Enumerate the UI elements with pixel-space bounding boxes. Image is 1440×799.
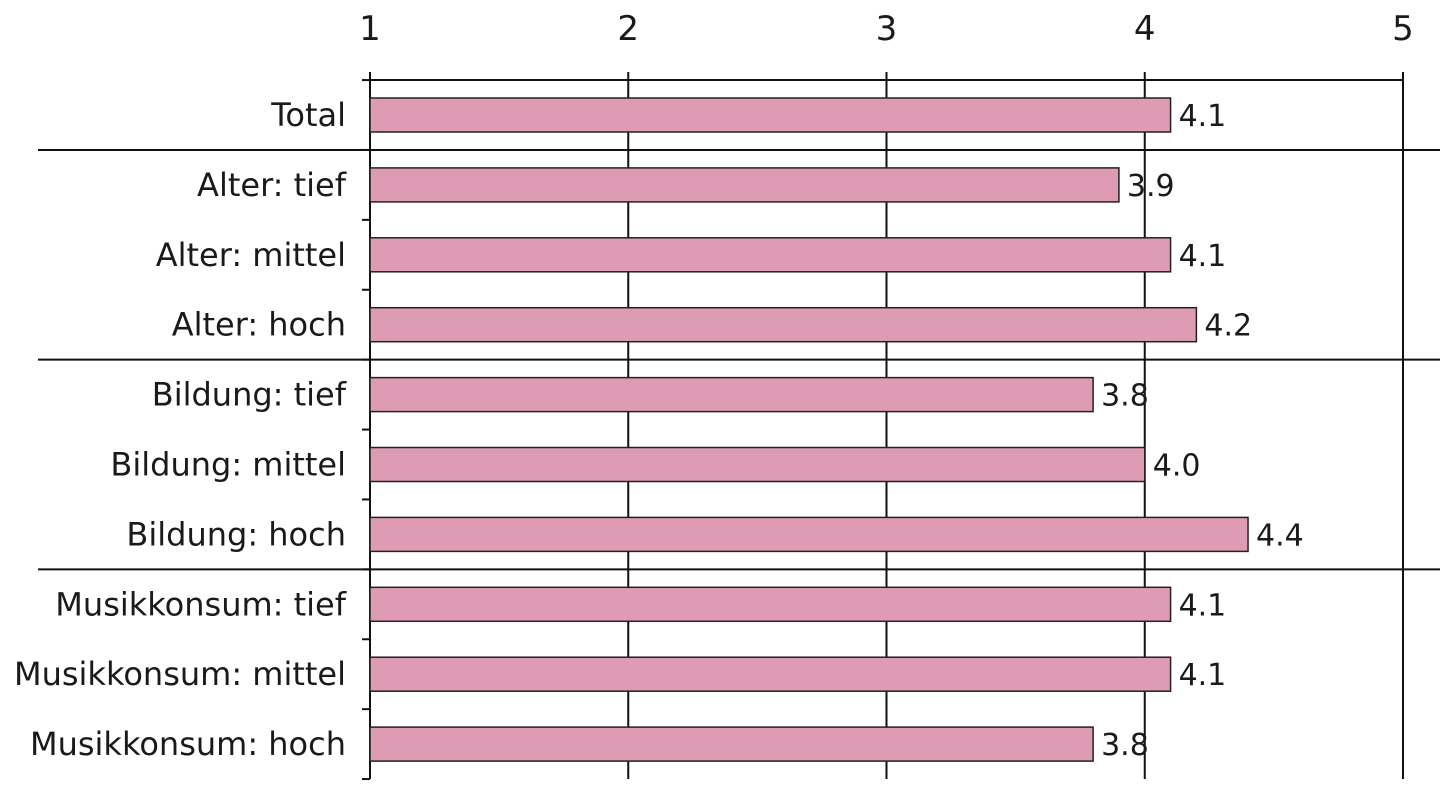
value-label: 4.0: [1153, 449, 1201, 484]
bar: [369, 726, 1094, 762]
bar: [369, 237, 1172, 273]
category-label: Bildung: tief: [152, 376, 347, 414]
value-label: 4.2: [1204, 309, 1252, 344]
x-tick-label: 3: [876, 9, 898, 49]
value-label: 4.1: [1179, 658, 1227, 693]
value-label: 4.4: [1256, 518, 1304, 553]
x-tick-label: 4: [1134, 9, 1156, 49]
value-label: 4.1: [1179, 99, 1227, 134]
bar: [369, 516, 1249, 553]
bar: [369, 586, 1172, 623]
value-labels: 4.13.94.14.23.84.04.44.14.13.8: [1101, 99, 1304, 763]
group-separators: [38, 148, 1440, 571]
category-label: Musikkonsum: mittel: [14, 655, 346, 693]
category-label: Alter: hoch: [172, 306, 346, 344]
bar: [369, 656, 1172, 692]
category-label: Bildung: mittel: [110, 446, 346, 484]
category-labels: Total Alter: tief Alter: mittel Alter: hoch…: [14, 96, 347, 763]
bar: [369, 97, 1172, 133]
value-label: 3.8: [1101, 728, 1149, 763]
category-label: Alter: mittel: [156, 236, 346, 274]
bar: [369, 446, 1146, 483]
value-label: 3.9: [1127, 169, 1175, 204]
x-axis-tick-labels: 1 2 3 4 5: [359, 9, 1414, 49]
x-tick-label: 1: [359, 9, 381, 49]
category-label: Musikkonsum: hoch: [30, 725, 346, 763]
category-label: Total: [270, 96, 346, 134]
category-label: Musikkonsum: tief: [55, 585, 346, 623]
bar: [369, 167, 1120, 203]
bars: [369, 97, 1249, 762]
bar: [369, 306, 1198, 343]
value-label: 4.1: [1179, 588, 1227, 623]
x-tick-label: 2: [617, 9, 639, 49]
category-label: Bildung: hoch: [126, 515, 346, 553]
bar: [369, 376, 1094, 413]
x-tick-label: 5: [1392, 9, 1414, 49]
category-label: Alter: tief: [197, 166, 347, 204]
value-label: 4.1: [1179, 239, 1227, 274]
value-label: 3.8: [1101, 379, 1149, 414]
